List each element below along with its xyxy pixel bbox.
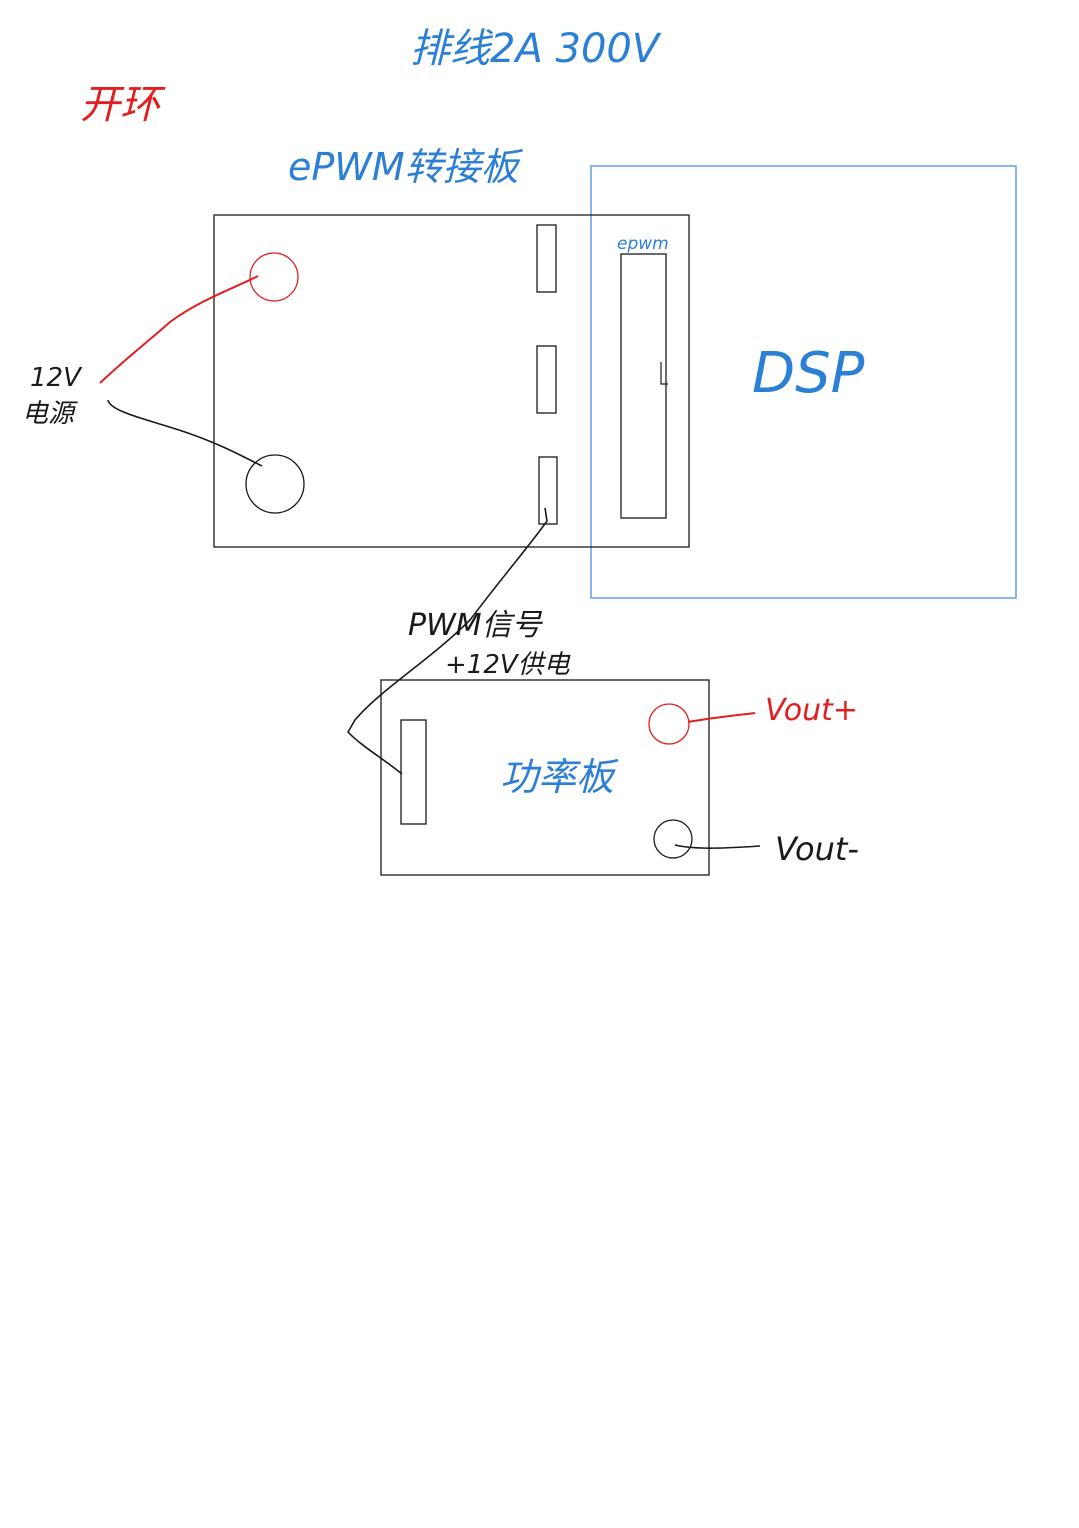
dsp-board xyxy=(590,165,1017,599)
adapter-power-negative-terminal xyxy=(245,454,305,514)
epwm-header-connector xyxy=(620,253,667,519)
power-board-pwm-connector xyxy=(400,719,427,825)
vout-positive-label: Vout+ xyxy=(765,693,858,728)
power-supply-voltage-label: 12V xyxy=(30,363,83,393)
diagram-title: 排线2A 300V xyxy=(410,26,662,72)
connector-key-mark xyxy=(660,362,668,385)
dsp-label: DSP xyxy=(752,341,865,406)
power-board-label: 功率板 xyxy=(500,755,619,799)
vout-negative-lead xyxy=(674,844,761,849)
vout-positive-terminal xyxy=(648,703,690,745)
vout-negative-terminal xyxy=(653,819,693,859)
adapter-connector-top xyxy=(536,224,557,293)
adapter-connector-pwm-out xyxy=(538,456,558,525)
vout-positive-lead xyxy=(687,712,756,723)
adapter-power-positive-terminal xyxy=(249,252,299,302)
supply-positive-wire xyxy=(99,275,259,384)
epwm-adapter-board xyxy=(213,214,690,548)
vout-negative-label: Vout- xyxy=(775,830,859,868)
pwm-signal-label: PWM信号 xyxy=(408,608,544,643)
pwm-ribbon-cable xyxy=(347,507,548,775)
adapter-connector-middle xyxy=(536,345,557,414)
power-board xyxy=(380,679,710,876)
open-loop-label: 开环 xyxy=(80,82,166,128)
epwm-board-label: ePWM转接板 xyxy=(288,145,524,189)
dsp-connector-label: epwm xyxy=(617,234,669,254)
pwm-supply-label: +12V供电 xyxy=(445,650,571,680)
supply-negative-wire xyxy=(107,399,263,467)
power-supply-label: 电源 xyxy=(22,399,78,429)
